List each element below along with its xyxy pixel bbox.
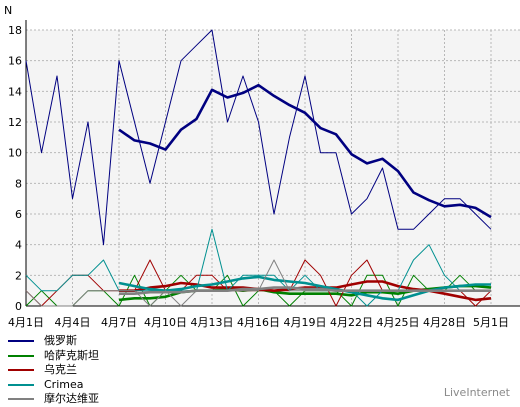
series-line-smoothed [118,83,492,219]
x-tick-label: 4月22日 [330,316,373,329]
y-tick-label: 4 [15,239,22,252]
legend-swatch [8,369,34,372]
x-tick-label: 4月28日 [423,316,466,329]
x-tick-label: 4月7日 [101,316,137,329]
series-lines [25,29,492,307]
x-tick-label: 4月25日 [377,316,420,329]
legend: 俄罗斯 哈萨克斯坦 乌克兰 Crimea 摩尔达维亚 [8,334,99,407]
legend-swatch [8,398,34,401]
y-tick-label: 16 [8,55,22,68]
watermark-text: LiveInternet [443,386,510,399]
x-tick-labels: 4月1日 4月4日 4月7日 4月10日 4月13日 4月16日 4月19日 4月22日 4月2… [8,316,509,329]
plot-background [26,30,520,306]
legend-label: 俄罗斯 [44,334,77,348]
y-tick-label: 6 [15,208,22,221]
legend-label: 摩尔达维亚 [44,392,99,406]
legend-item: Crimea [8,378,99,393]
legend-item: 哈萨克斯坦 [8,349,99,364]
x-tick-label: 4月19日 [284,316,327,329]
y-tick-label: 10 [8,147,22,160]
x-tick-label: 4月4日 [55,316,91,329]
y-tick-label: 18 [8,24,22,37]
legend-label: 乌克兰 [44,363,77,377]
legend-item: 摩尔达维亚 [8,392,99,407]
x-tick-label: 4月1日 [8,316,44,329]
legend-swatch [8,340,34,343]
y-tick-label: 0 [15,300,22,313]
x-tick-label: 4月13日 [191,316,234,329]
legend-swatch [8,383,34,386]
series-line [25,228,491,307]
y-tick-label: 12 [8,116,22,129]
legend-item: 俄罗斯 [8,334,99,349]
x-tick-label: 5月1日 [473,316,509,329]
legend-swatch [8,354,34,357]
x-tick-label: 4月10日 [144,316,187,329]
y-tick-label: 8 [15,177,22,190]
y-axis-label: N [4,4,12,17]
legend-label: Crimea [44,377,84,391]
x-tick-label: 4月16日 [237,316,280,329]
y-tick-label: 14 [8,85,22,98]
series-line-smoothed [119,286,491,295]
series-line [25,29,492,246]
y-tick-labels: 0 2 4 6 8 10 12 14 16 18 [8,24,22,313]
axes [25,20,520,307]
legend-item: 乌克兰 [8,363,99,378]
y-tick-label: 2 [15,269,22,282]
legend-label: 哈萨克斯坦 [44,348,99,362]
grid-lines [25,29,520,306]
